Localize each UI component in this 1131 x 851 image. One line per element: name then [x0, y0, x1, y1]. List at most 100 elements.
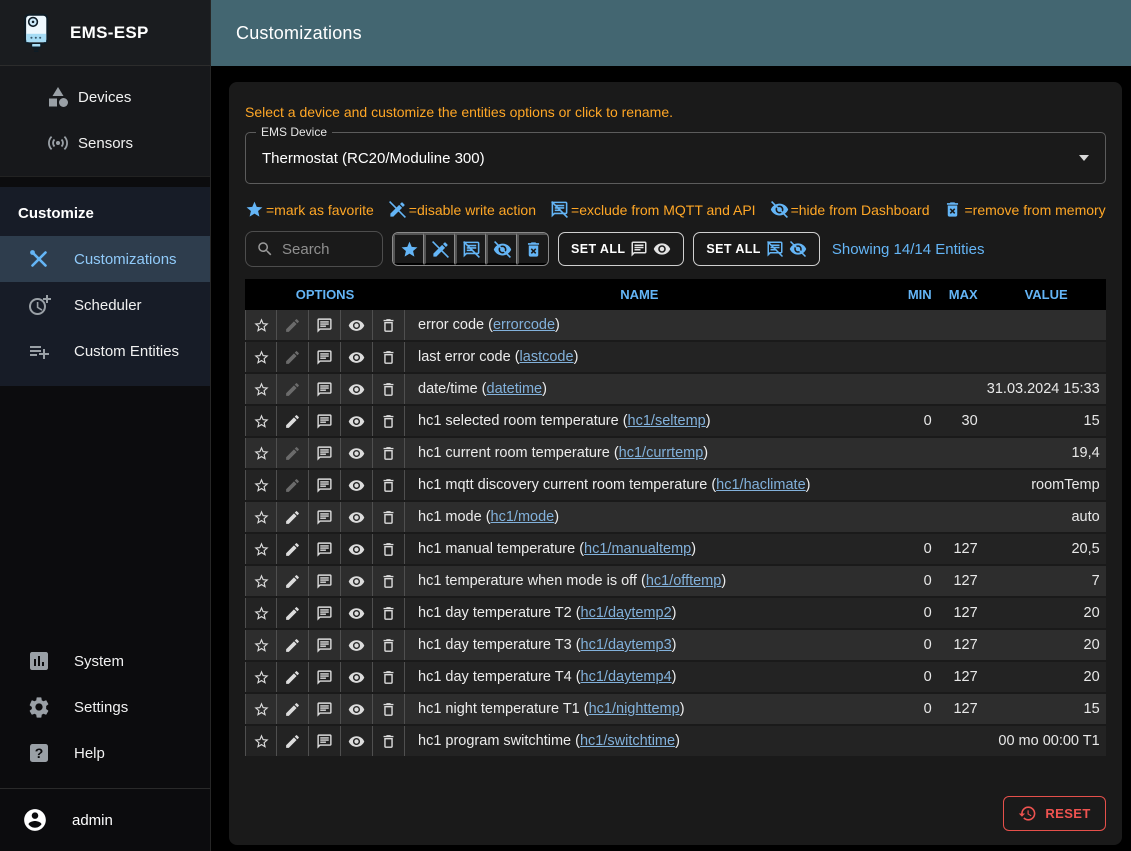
visibility-toggle-button[interactable]	[341, 310, 373, 340]
visibility-toggle-button[interactable]	[341, 598, 373, 628]
search-box[interactable]	[245, 231, 383, 267]
entity-shortname-link[interactable]: datetime	[486, 381, 543, 397]
mqtt-toggle-button[interactable]	[309, 694, 341, 724]
mqtt-toggle-button[interactable]	[309, 438, 341, 468]
delete-toggle-button[interactable]	[373, 662, 405, 692]
mqtt-toggle-button[interactable]	[309, 374, 341, 404]
favorite-toggle-button[interactable]	[245, 438, 277, 468]
sidebar-user[interactable]: admin	[0, 789, 210, 851]
mqtt-toggle-button[interactable]	[309, 534, 341, 564]
edit-button[interactable]	[277, 598, 309, 628]
entity-shortname-link[interactable]: hc1/haclimate	[716, 477, 806, 493]
favorite-toggle-button[interactable]	[245, 406, 277, 436]
delete-toggle-button[interactable]	[373, 502, 405, 532]
entity-shortname-link[interactable]: hc1/manualtemp	[584, 541, 692, 557]
mqtt-toggle-button[interactable]	[309, 502, 341, 532]
sidebar-item-help[interactable]: ? Help	[0, 730, 210, 776]
visibility-toggle-button[interactable]	[341, 374, 373, 404]
mqtt-toggle-button[interactable]	[309, 342, 341, 372]
set-all-visible-button[interactable]: SET ALL	[558, 232, 685, 266]
entity-shortname-link[interactable]: errorcode	[492, 317, 556, 333]
edit-button[interactable]	[277, 630, 309, 660]
delete-toggle-button[interactable]	[373, 342, 405, 372]
entity-shortname-link[interactable]: hc1/seltemp	[627, 413, 706, 429]
entity-shortname-link[interactable]: hc1/daytemp4	[580, 669, 672, 685]
mqtt-toggle-button[interactable]	[309, 406, 341, 436]
edit-button[interactable]	[277, 342, 309, 372]
visibility-toggle-button[interactable]	[341, 438, 373, 468]
mqtt-toggle-button[interactable]	[309, 726, 341, 756]
remove-memory-filter-button[interactable]	[517, 233, 548, 265]
favorite-toggle-button[interactable]	[245, 662, 277, 692]
edit-button[interactable]	[277, 374, 309, 404]
delete-toggle-button[interactable]	[373, 406, 405, 436]
visibility-toggle-button[interactable]	[341, 566, 373, 596]
edit-button[interactable]	[277, 470, 309, 500]
reset-button[interactable]: RESET	[1003, 796, 1106, 831]
mqtt-toggle-button[interactable]	[309, 310, 341, 340]
mqtt-toggle-button[interactable]	[309, 598, 341, 628]
visibility-toggle-button[interactable]	[341, 534, 373, 564]
sidebar-item-devices[interactable]: Devices	[0, 74, 210, 120]
disable-write-filter-button[interactable]	[424, 233, 455, 265]
mqtt-toggle-button[interactable]	[309, 630, 341, 660]
entity-shortname-link[interactable]: hc1/offtemp	[645, 573, 722, 589]
favorite-toggle-button[interactable]	[245, 534, 277, 564]
edit-button[interactable]	[277, 438, 309, 468]
mqtt-toggle-button[interactable]	[309, 662, 341, 692]
delete-toggle-button[interactable]	[373, 438, 405, 468]
favorite-toggle-button[interactable]	[245, 694, 277, 724]
mqtt-toggle-button[interactable]	[309, 470, 341, 500]
entity-shortname-link[interactable]: hc1/nighttemp	[588, 701, 680, 717]
delete-toggle-button[interactable]	[373, 630, 405, 660]
entity-shortname-link[interactable]: lastcode	[519, 349, 574, 365]
sidebar-item-sensors[interactable]: Sensors	[0, 120, 210, 166]
edit-button[interactable]	[277, 566, 309, 596]
delete-toggle-button[interactable]	[373, 470, 405, 500]
exclude-mqtt-filter-button[interactable]	[455, 233, 486, 265]
entity-shortname-link[interactable]: hc1/daytemp3	[580, 637, 672, 653]
delete-toggle-button[interactable]	[373, 726, 405, 756]
visibility-toggle-button[interactable]	[341, 406, 373, 436]
sidebar-item-scheduler[interactable]: Scheduler	[0, 282, 210, 328]
edit-button[interactable]	[277, 694, 309, 724]
favorite-toggle-button[interactable]	[245, 342, 277, 372]
edit-button[interactable]	[277, 310, 309, 340]
delete-toggle-button[interactable]	[373, 566, 405, 596]
edit-button[interactable]	[277, 726, 309, 756]
edit-button[interactable]	[277, 406, 309, 436]
delete-toggle-button[interactable]	[373, 374, 405, 404]
entity-shortname-link[interactable]: hc1/switchtime	[579, 733, 676, 749]
favorite-toggle-button[interactable]	[245, 630, 277, 660]
favorite-toggle-button[interactable]	[245, 310, 277, 340]
sidebar-item-customizations[interactable]: Customizations	[0, 236, 210, 282]
visibility-toggle-button[interactable]	[341, 694, 373, 724]
favorite-toggle-button[interactable]	[245, 598, 277, 628]
entity-shortname-link[interactable]: hc1/mode	[490, 509, 555, 525]
delete-toggle-button[interactable]	[373, 598, 405, 628]
favorite-toggle-button[interactable]	[245, 726, 277, 756]
visibility-toggle-button[interactable]	[341, 342, 373, 372]
sidebar-item-settings[interactable]: Settings	[0, 684, 210, 730]
sidebar-item-system[interactable]: System	[0, 638, 210, 684]
favorite-filter-button[interactable]	[393, 233, 424, 265]
visibility-toggle-button[interactable]	[341, 502, 373, 532]
entity-shortname-link[interactable]: hc1/currtemp	[618, 445, 704, 461]
sidebar-item-custom-entities[interactable]: Custom Entities	[0, 328, 210, 374]
search-input[interactable]	[282, 240, 362, 258]
favorite-toggle-button[interactable]	[245, 502, 277, 532]
favorite-toggle-button[interactable]	[245, 566, 277, 596]
visibility-toggle-button[interactable]	[341, 662, 373, 692]
favorite-toggle-button[interactable]	[245, 374, 277, 404]
edit-button[interactable]	[277, 502, 309, 532]
edit-button[interactable]	[277, 662, 309, 692]
visibility-toggle-button[interactable]	[341, 726, 373, 756]
visibility-toggle-button[interactable]	[341, 470, 373, 500]
ems-device-select[interactable]: EMS Device Thermostat (RC20/Moduline 300…	[245, 125, 1106, 184]
mqtt-toggle-button[interactable]	[309, 566, 341, 596]
delete-toggle-button[interactable]	[373, 694, 405, 724]
set-all-hidden-button[interactable]: SET ALL	[693, 232, 820, 266]
delete-toggle-button[interactable]	[373, 534, 405, 564]
favorite-toggle-button[interactable]	[245, 470, 277, 500]
entity-shortname-link[interactable]: hc1/daytemp2	[580, 605, 672, 621]
